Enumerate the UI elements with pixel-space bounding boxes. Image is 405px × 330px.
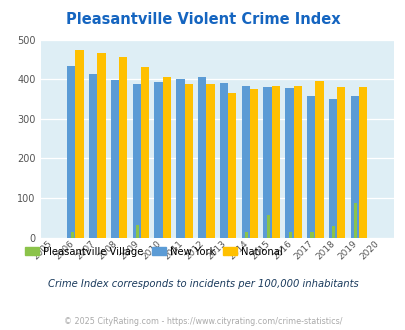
Bar <box>288 232 291 238</box>
Bar <box>228 93 236 238</box>
Bar <box>75 50 83 238</box>
Bar <box>336 87 345 238</box>
Bar <box>263 87 271 238</box>
Bar <box>132 84 141 238</box>
Bar <box>285 88 293 238</box>
Bar <box>306 96 315 238</box>
Bar <box>331 226 335 238</box>
Bar <box>176 79 184 238</box>
Bar <box>353 203 356 238</box>
Text: Crime Index corresponds to incidents per 100,000 inhabitants: Crime Index corresponds to incidents per… <box>47 279 358 289</box>
Bar <box>67 66 75 238</box>
Bar <box>206 84 214 238</box>
Legend: Pleasantville Village, New York, National: Pleasantville Village, New York, Nationa… <box>21 243 286 261</box>
Bar <box>198 77 206 238</box>
Bar <box>241 86 249 238</box>
Bar <box>184 84 192 238</box>
Bar <box>350 96 358 238</box>
Bar <box>154 82 162 238</box>
Bar <box>358 87 366 238</box>
Bar <box>136 225 139 238</box>
Bar <box>244 232 247 238</box>
Bar <box>141 67 149 238</box>
Bar <box>119 57 127 238</box>
Bar <box>111 80 119 238</box>
Bar <box>89 74 97 238</box>
Bar <box>309 232 313 238</box>
Bar <box>315 81 323 238</box>
Bar <box>328 99 336 238</box>
Bar <box>219 83 228 238</box>
Bar <box>97 53 105 238</box>
Bar <box>293 86 301 238</box>
Text: © 2025 CityRating.com - https://www.cityrating.com/crime-statistics/: © 2025 CityRating.com - https://www.city… <box>64 317 341 326</box>
Bar <box>249 89 258 238</box>
Bar <box>271 86 279 238</box>
Bar <box>70 232 74 238</box>
Bar <box>162 77 171 238</box>
Bar <box>266 215 269 238</box>
Text: Pleasantville Violent Crime Index: Pleasantville Violent Crime Index <box>66 12 339 26</box>
